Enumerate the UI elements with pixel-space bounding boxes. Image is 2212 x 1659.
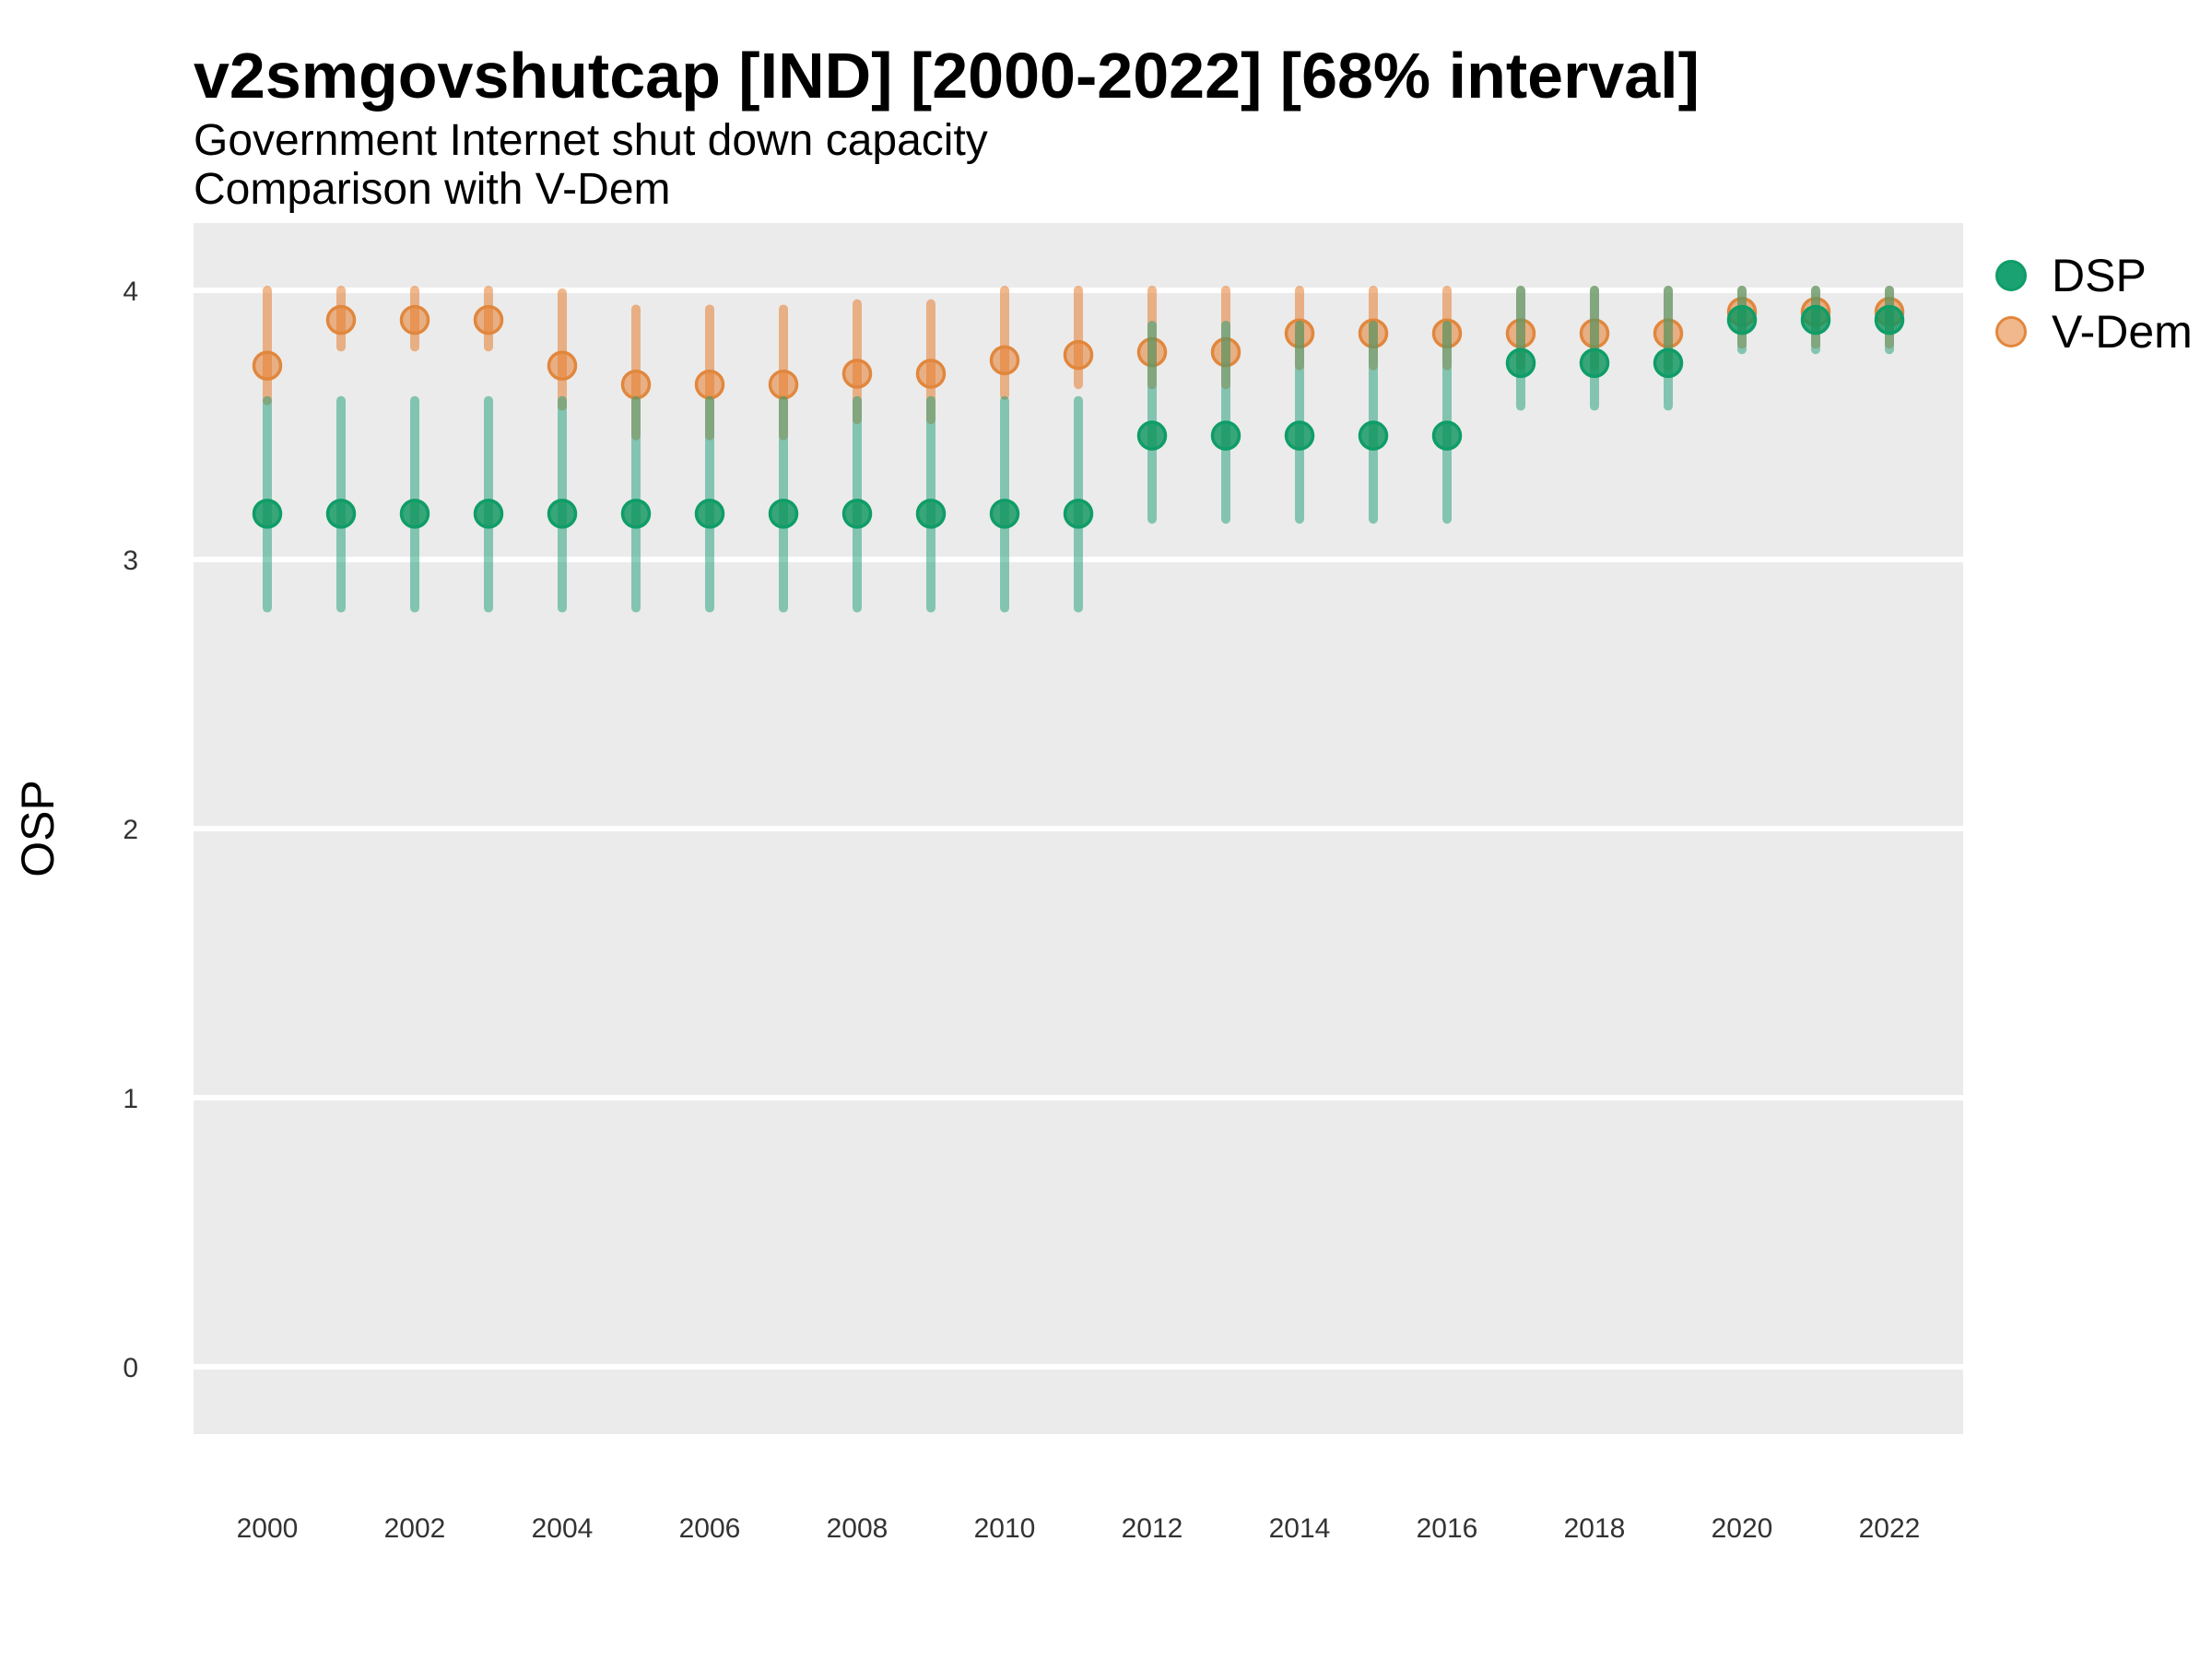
year-group-2004 [547,288,578,613]
x-tick-label: 2012 [1122,1513,1183,1544]
y-tick-label: 3 [123,546,138,576]
year-group-2021 [1800,286,1831,355]
vdem-point [694,369,725,400]
year-group-2006 [694,304,725,613]
y-tick-label: 2 [123,815,138,845]
vdem-point [547,350,578,382]
vdem-point [473,304,504,335]
vdem-point [841,359,873,389]
chart-subtitle-line2: Comparison with V-Dem [194,165,671,214]
year-group-2016 [1431,286,1463,524]
y-tick-label: 1 [123,1084,138,1114]
x-tick-label: 2000 [237,1513,299,1544]
dsp-point [694,499,725,529]
year-group-2015 [1358,286,1389,524]
year-group-2017 [1505,286,1536,411]
x-tick-label: 2022 [1859,1513,1921,1544]
vdem-point [252,350,283,382]
year-group-2011 [1063,286,1094,613]
dsp-point [473,499,504,529]
dsp-point [989,499,1020,529]
dsp-point [1136,420,1168,451]
year-group-2008 [841,299,873,613]
x-tick-label: 2006 [679,1513,741,1544]
dsp-point [1800,304,1831,335]
year-group-2009 [915,299,947,613]
dsp-point [1063,499,1094,529]
dsp-point [1284,420,1315,451]
dsp-point [1874,304,1905,335]
year-group-2003 [473,286,504,613]
dsp-point [915,499,947,529]
year-group-2014 [1284,286,1315,524]
dsp-point [1358,420,1389,451]
dsp-point [325,499,357,529]
dsp-point [547,499,578,529]
vdem-point [1063,339,1094,371]
legend-swatch-vdem [1995,316,2027,347]
vdem-point [325,304,357,335]
plot-area [194,223,1963,1434]
year-group-2019 [1653,286,1684,411]
y-axis-title: OSP [12,780,64,877]
year-group-2022 [1874,286,1905,355]
year-group-2018 [1579,286,1610,411]
legend-label-dsp: DSP [2052,250,2147,301]
dsp-point [1431,420,1463,451]
vdem-point [768,369,799,400]
year-group-2020 [1726,286,1758,355]
year-group-2000 [252,286,283,613]
year-group-2013 [1210,286,1241,524]
chart-subtitle-line1: Government Internet shut down capacity [194,116,988,165]
year-group-2007 [768,304,799,613]
legend-label-vdem: V-Dem [2052,306,2193,358]
dsp-point [1210,420,1241,451]
vdem-point [620,369,652,400]
dsp-point [1653,347,1684,379]
axis-labels: 0 1 2 3 4 2000 2002 2004 2006 2008 2010 2012 2014 201… [123,276,1920,1544]
dsp-point [841,499,873,529]
x-tick-label: 2016 [1417,1513,1478,1544]
year-group-2012 [1136,286,1168,524]
y-tick-label: 4 [123,276,138,307]
dsp-point [252,499,283,529]
dsp-point [399,499,430,529]
x-tick-label: 2004 [532,1513,594,1544]
year-group-2002 [399,286,430,613]
y-tick-label: 0 [123,1353,138,1383]
x-tick-label: 2014 [1269,1513,1331,1544]
vdem-point [399,304,430,335]
chart-title: v2smgovshutcap [IND] [2000-2022] [68% in… [194,40,1700,112]
x-tick-label: 2018 [1564,1513,1626,1544]
x-tick-label: 2020 [1712,1513,1773,1544]
legend-swatch-dsp [1995,260,2027,291]
dsp-point [1579,347,1610,379]
x-tick-label: 2008 [827,1513,888,1544]
dsp-point [768,499,799,529]
vdem-point [989,345,1020,376]
dsp-point [1505,347,1536,379]
dsp-point [620,499,652,529]
vdem-point [915,359,947,389]
x-tick-label: 2002 [384,1513,446,1544]
x-tick-label: 2010 [974,1513,1036,1544]
year-group-2001 [325,286,357,613]
year-group-2010 [989,286,1020,613]
year-group-2005 [620,304,652,613]
dsp-point [1726,304,1758,335]
